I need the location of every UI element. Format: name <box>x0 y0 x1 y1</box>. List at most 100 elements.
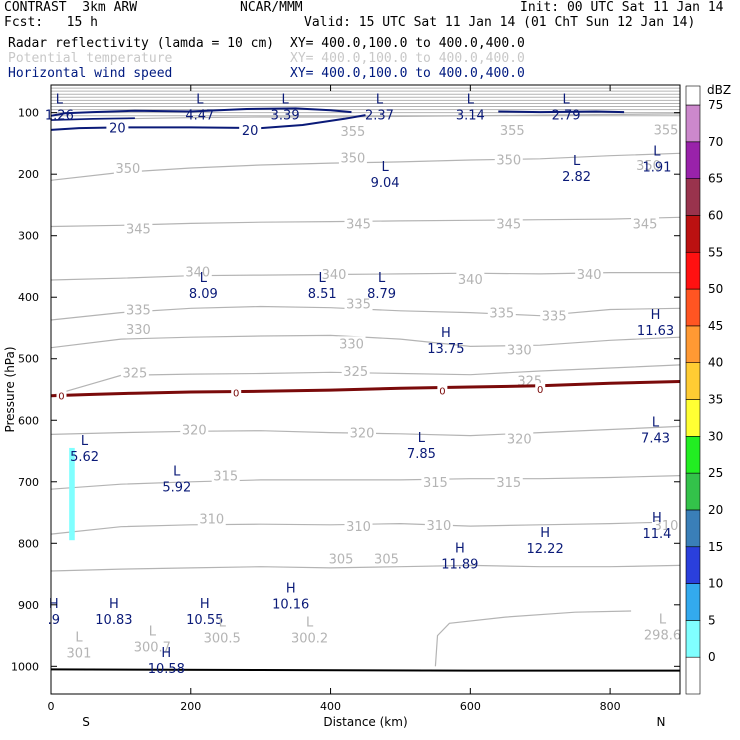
extremum-value: 7.43 <box>641 431 670 446</box>
wind-contour <box>498 110 625 114</box>
colorbar-label: 50 <box>708 282 723 296</box>
extremum-type: L <box>319 271 327 286</box>
theta-extremum-type: L <box>75 631 83 646</box>
extremum-type: H <box>286 582 296 597</box>
extremum-value: 4.47 <box>185 108 214 123</box>
extremum-type: L <box>376 92 384 107</box>
header-init: Init: 00 UTC Sat 11 Jan 14 <box>520 0 724 15</box>
extremum-value: 2.79 <box>552 108 581 123</box>
theta-label-bg <box>344 216 373 231</box>
extremum-type: H <box>455 542 465 557</box>
theta-label-bg <box>338 124 367 139</box>
theta-label: 345 <box>633 217 658 232</box>
theta-label: 320 <box>507 433 532 448</box>
theta-label-bg <box>494 474 523 489</box>
extremum-type: L <box>56 92 64 107</box>
theta-label: 350 <box>496 153 521 168</box>
extremum-type: H <box>652 511 662 526</box>
theta-label: 330 <box>507 344 532 359</box>
extremum-type: L <box>418 431 426 446</box>
theta-label: 320 <box>182 423 207 438</box>
header-fcst: Fcst: 15 h <box>4 15 98 30</box>
theta-label-bg <box>344 519 373 534</box>
extremum-type: L <box>573 154 581 169</box>
field-name: Radar reflectivity (lamda = 10 cm) <box>8 36 275 51</box>
colorbar-swatch <box>685 362 701 400</box>
extremum-type: H <box>651 308 661 323</box>
extremum-type: L <box>81 434 89 449</box>
y-tick-label: 700 <box>18 476 39 489</box>
colorbar-top <box>685 85 701 106</box>
theta-extremum-type: L <box>219 615 227 630</box>
field-xy: XY= 400.0,100.0 to 400.0,400.0 <box>290 51 525 66</box>
extremum-type: L <box>562 92 570 107</box>
extremum-value: 12.22 <box>527 542 564 557</box>
theta-extremum-value: 300.5 <box>204 631 241 646</box>
y-tick-label: 900 <box>18 599 39 612</box>
y-tick-label: 100 <box>18 107 39 120</box>
theta-contour <box>50 113 681 121</box>
y-axis-title: Pressure (hPa) <box>3 346 17 432</box>
x-tick-label: 400 <box>320 700 341 713</box>
header-valid: Valid: 15 UTC Sat 11 Jan 14 (01 ChT Sun … <box>304 15 696 30</box>
theta-label: 315 <box>496 476 521 491</box>
colorbar-swatch <box>685 178 701 216</box>
colorbar-label: 20 <box>708 503 723 517</box>
colorbar-swatch <box>685 656 701 695</box>
theta-label-bg <box>487 305 516 320</box>
extremum-type: L <box>196 92 204 107</box>
theta-label-bg <box>631 216 660 231</box>
theta-label-bg <box>120 365 149 380</box>
colorbar-swatch <box>685 251 701 290</box>
colorbar-label: 10 <box>708 577 723 591</box>
freezing-label: 0 <box>537 385 543 396</box>
colorbar-swatch <box>685 436 701 474</box>
wind-label: 20 <box>109 121 126 136</box>
theta-label-bg <box>124 322 153 337</box>
extremum-value: 2.82 <box>562 170 591 185</box>
colorbar-label: 15 <box>708 540 723 554</box>
freezing-label-bg <box>56 389 67 402</box>
field-name: Potential temperature <box>8 51 173 66</box>
theta-label-bg <box>456 271 485 286</box>
colorbar-swatch <box>685 509 701 548</box>
theta-label: 305 <box>329 553 354 568</box>
theta-label-bg <box>124 221 153 236</box>
y-tick-label: 600 <box>18 414 39 427</box>
theta-label: 335 <box>489 307 514 322</box>
freezing-label: 0 <box>233 389 239 400</box>
extremum-value: 11.63 <box>637 324 674 339</box>
colorbar-unit: dBZ <box>707 83 731 97</box>
extremum-value: .9 <box>48 613 60 628</box>
theta-label: 345 <box>496 217 521 232</box>
radar-echo <box>69 447 75 541</box>
theta-label-bg <box>338 150 367 165</box>
theta-extremum-type: L <box>149 625 157 640</box>
theta-label: 315 <box>423 476 448 491</box>
theta-label-bg <box>498 122 527 137</box>
theta-label: 355 <box>500 124 525 139</box>
extremum-value: 10.83 <box>95 613 132 628</box>
colorbar-label: 60 <box>708 208 723 222</box>
x-tick-label: 0 <box>48 700 55 713</box>
theta-contour <box>50 564 681 572</box>
extremum-value: 11.89 <box>441 558 478 573</box>
colorbar-swatch <box>685 472 701 511</box>
y-tick-label: 1000 <box>11 660 39 673</box>
colorbar-swatch <box>685 288 701 327</box>
colorbar-swatch <box>685 325 701 363</box>
colorbar-swatch <box>685 546 701 584</box>
theta-label-bg <box>494 152 523 167</box>
theta-label-bg <box>348 425 377 440</box>
section-start-label: S <box>82 715 90 729</box>
extremum-type: L <box>652 415 660 430</box>
theta-label: 310 <box>346 520 371 535</box>
freezing-label-bg <box>231 386 242 399</box>
theta-label: 310 <box>199 513 224 528</box>
theta-label: 330 <box>126 323 151 338</box>
extremum-type: H <box>200 597 210 612</box>
extremum-type: H <box>109 597 119 612</box>
colorbar-swatch <box>685 583 701 621</box>
theta-label: 325 <box>122 366 147 381</box>
